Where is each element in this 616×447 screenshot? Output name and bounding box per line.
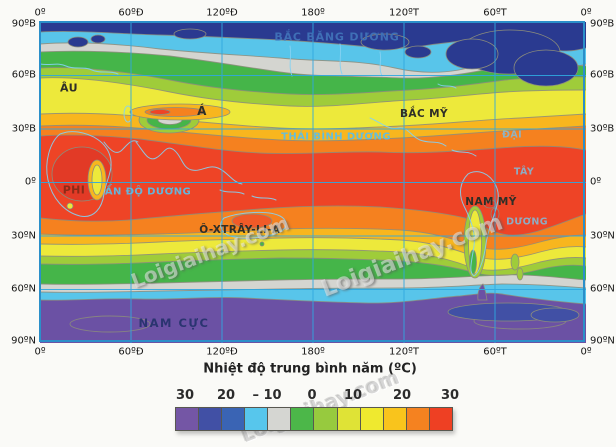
label-south-america: NAM MỸ <box>465 196 517 208</box>
legend-tick-4: 10 <box>343 388 363 403</box>
legend-tick-5: 20 <box>392 388 412 403</box>
axis-top-4: 120ºT <box>389 7 419 19</box>
legend-color-scale <box>175 407 453 431</box>
legend-swatch-2 <box>221 407 246 431</box>
axis-top-2: 120ºĐ <box>206 7 238 19</box>
label-north-america: BẮC MỸ <box>400 108 448 120</box>
legend-swatch-6 <box>313 407 338 431</box>
label-arctic-ocean: BẮC BĂNG DƯƠNG <box>274 30 400 44</box>
label-europe: ÂU <box>60 81 78 95</box>
legend-tick-6: 30 <box>440 388 460 403</box>
axis-left-1: 60ºB <box>11 69 36 81</box>
label-africa: PHI <box>62 183 86 197</box>
axis-top-0: 0º <box>34 7 46 19</box>
axis-left-5: 60ºN <box>11 283 36 295</box>
legend-tick-1: 20 <box>216 388 236 403</box>
legend-swatch-11 <box>428 407 453 431</box>
axis-bottom-6: 0º <box>580 346 592 358</box>
axis-top-3: 180º <box>301 7 325 19</box>
textbook-figure: { "map": { "axes": { "top": ["0º","60ºĐ"… <box>11 7 615 447</box>
watermark: Loigiaihay.com <box>237 364 403 447</box>
label-indian-ocean: ẤN ĐỘ DƯƠNG <box>104 186 192 198</box>
legend-tick-labels: 30 20 – 10 0 10 20 30 <box>175 388 459 404</box>
axis-bottom-0: 0º <box>34 346 46 358</box>
legend-tick-2: – 10 <box>252 388 282 403</box>
axis-right-5: 60ºN <box>590 283 615 295</box>
label-antarctica: NAM CỰC <box>138 316 210 330</box>
axis-bottom-4: 120ºT <box>389 346 419 358</box>
label-australia: Ô-XTRÂY-LI-A <box>199 224 281 236</box>
axis-left-4: 30ºN <box>11 230 36 242</box>
axis-bottom-5: 60ºT <box>483 346 507 358</box>
graticule-grid <box>40 22 586 343</box>
world-temperature-map <box>40 22 586 343</box>
axis-top-5: 60ºT <box>483 7 507 19</box>
legend-swatch-0 <box>175 407 200 431</box>
axis-right-0: 90ºB <box>590 18 615 30</box>
legend-swatch-4 <box>267 407 292 431</box>
axis-right-3: 0º <box>590 176 602 188</box>
map-canvas <box>40 22 586 343</box>
axis-left-3: 0º <box>24 176 36 188</box>
axis-left-6: 90ºN <box>11 335 36 347</box>
axis-left-0: 90ºB <box>11 18 36 30</box>
label-pacific-ocean: THÁI BÌNH DƯƠNG <box>281 131 391 143</box>
label-atlantic-ocean-word2: TÂY <box>513 166 535 178</box>
label-atlantic-ocean-word1: ĐẠI <box>501 129 523 141</box>
axis-right-1: 60ºB <box>590 69 615 81</box>
axis-right-4: 30ºN <box>590 230 615 242</box>
legend-swatch-3 <box>244 407 269 431</box>
axis-right-2: 30ºB <box>590 123 615 135</box>
legend-swatch-10 <box>405 407 430 431</box>
legend-tick-0: 30 <box>175 388 195 403</box>
legend-swatch-8 <box>359 407 384 431</box>
axis-top-6: 0º <box>580 7 592 19</box>
legend-swatch-1 <box>198 407 223 431</box>
legend-tick-3: 0 <box>307 388 317 403</box>
label-atlantic-ocean-word3: DƯƠNG <box>506 216 548 228</box>
axis-left-2: 30ºB <box>11 123 36 135</box>
axis-bottom-2: 120ºĐ <box>206 346 238 358</box>
legend-swatch-5 <box>290 407 315 431</box>
legend-swatch-7 <box>336 407 361 431</box>
axis-top-1: 60ºĐ <box>118 7 144 19</box>
axis-right-6: 90ºN <box>590 335 615 347</box>
legend-swatch-9 <box>382 407 407 431</box>
label-asia: Á <box>197 104 207 118</box>
legend-title: Nhiệt độ trung bình năm (ºC) <box>203 361 417 377</box>
axis-bottom-3: 180º <box>301 346 325 358</box>
axis-bottom-1: 60ºĐ <box>118 346 144 358</box>
